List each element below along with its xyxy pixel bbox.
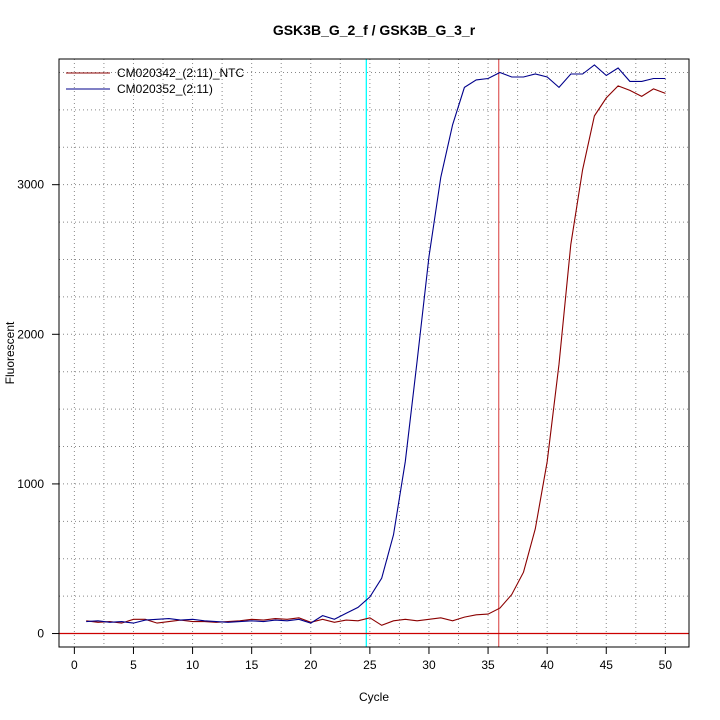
x-tick-label: 5 [130,658,137,672]
reference-lines [59,59,689,647]
x-tick-label: 45 [600,658,614,672]
series-lines [86,64,666,626]
y-tick-label: 3000 [17,178,44,192]
x-axis: 0 5 10 15 20 25 30 35 40 45 50 [71,646,673,672]
x-tick-label: 40 [540,658,554,672]
x-tick-label: 10 [186,658,200,672]
y-axis-label: Fluorescent [3,321,17,384]
legend-label-0: CM020342_(2:11)_NTC [117,66,245,80]
x-axis-label: Cycle [359,690,389,704]
x-tick-label: 50 [659,658,673,672]
legend: CM020342_(2:11)_NTC CM020352_(2:11) [66,66,245,96]
series-line-0 [86,85,666,626]
x-tick-label: 0 [71,658,78,672]
x-tick-label: 35 [481,658,495,672]
legend-label-1: CM020352_(2:11) [117,82,213,96]
y-tick-label: 0 [37,627,44,641]
y-tick-label: 2000 [17,327,44,341]
plot-frame [58,58,690,648]
y-axis: 0 1000 2000 3000 [17,178,60,641]
y-tick-label: 1000 [17,477,44,491]
chart-title: GSK3B_G_2_f / GSK3B_G_3_r [273,22,476,38]
series-line-1 [86,64,666,624]
x-tick-label: 25 [363,658,377,672]
grid [59,59,689,647]
x-tick-label: 20 [304,658,318,672]
x-tick-label: 15 [245,658,259,672]
x-tick-label: 30 [422,658,436,672]
